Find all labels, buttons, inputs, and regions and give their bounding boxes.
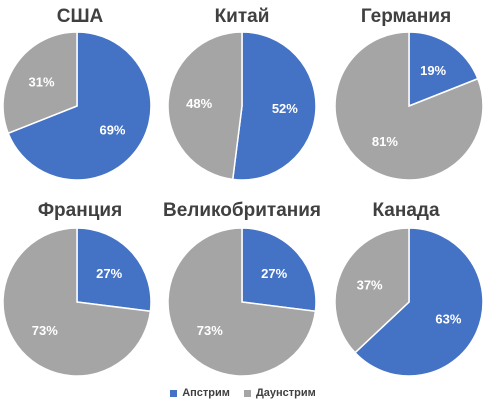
- legend-swatch-downstream: [243, 389, 251, 397]
- legend-item-downstream: Даунстрим: [243, 387, 316, 399]
- pie-usa-label-downstream: 31%: [28, 74, 54, 89]
- pie-uk-slice-downstream: [167, 227, 317, 377]
- pie-germany-label-upstream: 19%: [420, 63, 446, 78]
- pie-germany-slice-upstream: [408, 31, 479, 108]
- pie-uk-label-upstream: 27%: [261, 266, 287, 281]
- pie-china-slice-upstream: [231, 31, 317, 181]
- legend-swatch-upstream: [170, 389, 178, 397]
- pie-usa-slice-downstream: [2, 31, 78, 135]
- legend-label-upstream: Апстрим: [182, 387, 230, 399]
- pie-canada-slice-upstream: [353, 227, 484, 377]
- pie-canada-label-downstream: 37%: [357, 277, 383, 292]
- legend-item-upstream: Апстрим: [170, 387, 230, 399]
- pie-title-canada: Канада: [372, 200, 440, 221]
- pie-canada-label-upstream: 63%: [435, 312, 461, 327]
- pie-france-slice-downstream: [2, 227, 152, 377]
- pie-uk-label-downstream: 73%: [197, 323, 223, 338]
- pie-canada-slice-downstream: [334, 227, 410, 354]
- pie-china-slice-downstream: [167, 31, 243, 181]
- pie-france-slice-upstream: [76, 227, 152, 313]
- pie-france-label-downstream: 73%: [32, 323, 58, 338]
- pie-germany-slice-downstream: [334, 31, 484, 181]
- pie-usa-slice-upstream: [7, 31, 152, 181]
- pie-china-label-downstream: 48%: [186, 96, 212, 111]
- pie-title-china: Китай: [214, 6, 270, 27]
- pie-title-germany: Германия: [360, 6, 452, 27]
- pie-title-uk: Великобритания: [162, 200, 322, 221]
- legend-label-downstream: Даунстрим: [255, 387, 316, 399]
- pie-china-label-upstream: 52%: [272, 101, 298, 116]
- pie-uk-slice-upstream: [241, 227, 317, 313]
- pie-germany-label-downstream: 81%: [372, 134, 398, 149]
- pie-france-label-upstream: 27%: [96, 266, 122, 281]
- pie-title-france: Франция: [37, 200, 123, 221]
- pie-title-usa: США: [56, 6, 104, 27]
- legend: Апстрим Даунстрим: [0, 384, 486, 402]
- pie-usa-label-upstream: 69%: [99, 123, 125, 138]
